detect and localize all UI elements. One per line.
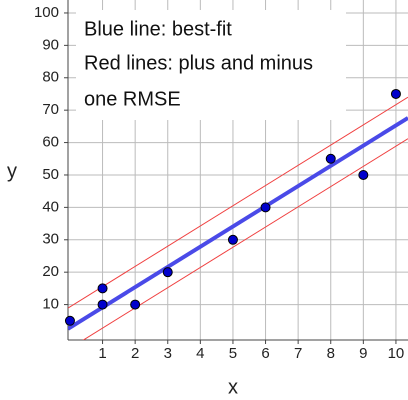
- y-tick-label: 100: [34, 4, 59, 21]
- annotation: Red lines: plus and minus: [84, 52, 313, 74]
- annotation: Blue line: best-fit: [84, 18, 232, 40]
- lower-rmse-line: [82, 138, 408, 340]
- annotation: one RMSE: [84, 88, 181, 110]
- x-tick-label: 7: [294, 345, 302, 362]
- point: [162, 267, 173, 278]
- x-tick-label: 10: [388, 345, 405, 362]
- point: [358, 169, 369, 180]
- point: [227, 234, 238, 245]
- y-tick-label: 40: [42, 198, 59, 215]
- x-tick-label: 1: [98, 345, 106, 362]
- point: [325, 153, 336, 164]
- y-tick-label: 30: [42, 231, 59, 248]
- points: [64, 88, 401, 326]
- point: [64, 315, 75, 326]
- x-tick-label: 6: [261, 345, 269, 362]
- y-tick-label: 50: [42, 166, 59, 183]
- x-tick-label: 2: [131, 345, 139, 362]
- y-tick-label: 90: [42, 36, 59, 53]
- annotation-box: [76, 10, 346, 120]
- point: [97, 299, 108, 310]
- best-fit-line: [68, 116, 408, 331]
- fit-lines: [68, 96, 408, 340]
- y-tick-label: 60: [42, 134, 59, 151]
- upper-rmse-line: [68, 96, 408, 309]
- x-axis-label: x: [228, 376, 238, 398]
- x-tick-label: 4: [196, 345, 204, 362]
- x-tick-label: 8: [327, 345, 335, 362]
- y-tick-label: 80: [42, 69, 59, 86]
- y-tick-label: 70: [42, 101, 59, 118]
- y-tick-label: 10: [42, 296, 59, 313]
- x-tick-label: 5: [229, 345, 237, 362]
- point: [390, 88, 401, 99]
- x-tick-label: 9: [359, 345, 367, 362]
- point: [97, 283, 108, 294]
- y-tick-label: 20: [42, 263, 59, 280]
- point: [260, 202, 271, 213]
- y-axis-label: y: [7, 160, 17, 182]
- point: [130, 299, 141, 310]
- x-tick-label: 3: [164, 345, 172, 362]
